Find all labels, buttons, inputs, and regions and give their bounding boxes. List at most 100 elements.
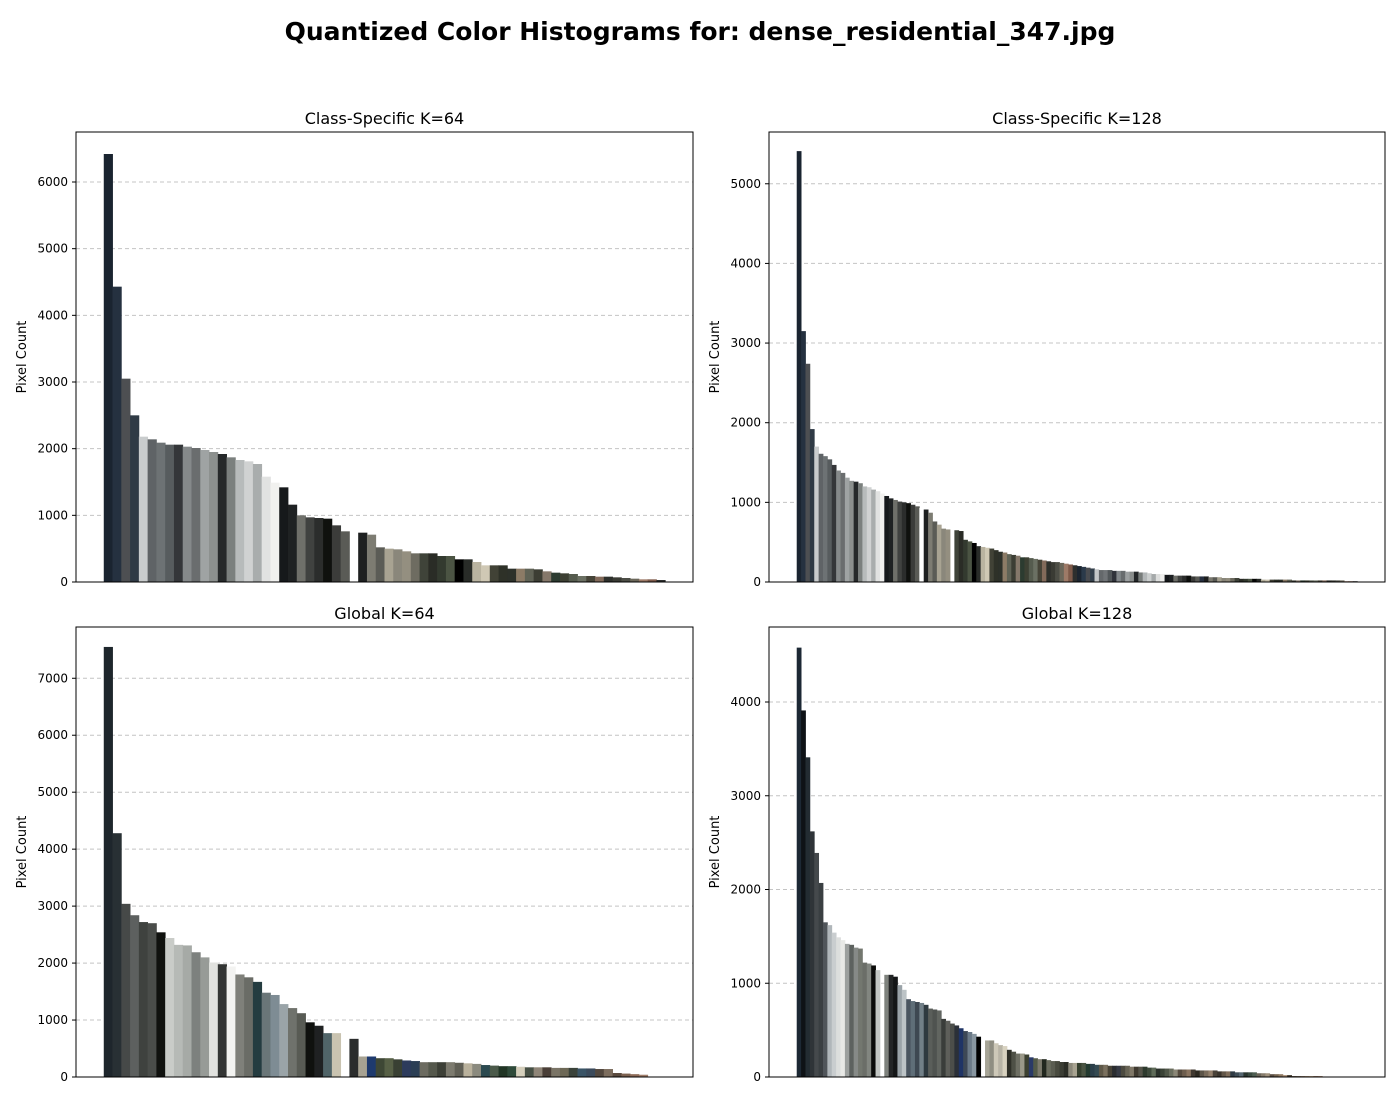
histogram-bar [252, 464, 263, 582]
histogram-bar [844, 943, 850, 1077]
histogram-bar [805, 757, 811, 1077]
histogram-bar [836, 470, 841, 582]
y-tick-label: 3000 [730, 789, 761, 803]
histogram-bar [261, 992, 271, 1077]
histogram-bar [1112, 1065, 1117, 1077]
histogram-bar [1204, 576, 1209, 582]
histogram-bar [1085, 567, 1091, 582]
histogram-bar [1081, 566, 1087, 582]
histogram-bar [1260, 579, 1266, 582]
y-tick-label: 5000 [37, 242, 68, 256]
histogram-bar [809, 831, 815, 1077]
histogram-bar [1208, 577, 1214, 582]
histogram-bar [1243, 1072, 1249, 1077]
histogram-bar [524, 1067, 535, 1077]
histogram-bar [1164, 574, 1170, 582]
histogram-bar [814, 852, 820, 1077]
histogram-bar [498, 1066, 508, 1077]
histogram-bar [1090, 1063, 1095, 1077]
histogram-bar [1173, 1069, 1179, 1077]
histogram-bar [410, 1061, 420, 1077]
histogram-bar [173, 944, 184, 1077]
histogram-bar [998, 1045, 1003, 1077]
axes-frame [768, 626, 1386, 1078]
histogram-bar [818, 882, 824, 1077]
histogram-bar [1011, 1051, 1017, 1077]
y-tick-label: 1000 [730, 495, 761, 509]
histogram-bar [1085, 1063, 1091, 1077]
histogram-bar [1282, 1075, 1288, 1077]
histogram-bar [1028, 558, 1034, 582]
histogram-bar [270, 482, 280, 582]
histogram-bar [1063, 1062, 1069, 1077]
histogram-bar [1155, 1068, 1161, 1077]
histogram-bar [533, 569, 543, 582]
histogram-bar [1221, 578, 1227, 582]
histogram-bar [314, 1025, 324, 1077]
histogram-bar [472, 562, 482, 582]
histogram-bar [621, 578, 631, 582]
panel-global-k128: 0 1000 2000 3000 4000 Global K=128 Pixel Count [708, 604, 1386, 1084]
histogram-bar [568, 1067, 578, 1077]
histogram-bar [559, 1067, 570, 1077]
histogram-bar [603, 1069, 613, 1077]
y-tick-label: 0 [753, 575, 761, 589]
histogram-bar [551, 572, 561, 582]
histogram-bar [630, 578, 640, 582]
histogram-bar [998, 551, 1003, 582]
histogram-bar [1006, 1049, 1012, 1077]
histogram-bar [1322, 580, 1328, 582]
histogram-bar [428, 1062, 438, 1077]
histogram-bar [287, 1008, 298, 1077]
histogram-bar [244, 461, 254, 582]
histogram-bar [366, 534, 377, 582]
histogram-bar [156, 932, 166, 1077]
histogram-bar [945, 1020, 951, 1077]
histogram-bar [428, 553, 438, 582]
histogram-bar [1133, 1066, 1139, 1077]
histogram-bar [1046, 561, 1052, 582]
histogram-bar [936, 524, 942, 582]
histogram-bar [1256, 1073, 1262, 1077]
histogram-bar [897, 985, 903, 1077]
histogram-bar [844, 477, 850, 582]
histogram-bar [1015, 1053, 1021, 1077]
axes-frame [768, 131, 1386, 583]
y-tick-label: 1000 [37, 1013, 68, 1027]
histogram-bar [507, 568, 517, 582]
histogram-bar [173, 444, 184, 582]
histogram-bar [1278, 579, 1284, 582]
histogram-bar [805, 363, 811, 582]
histogram-bar [182, 446, 192, 582]
histogram-bar [976, 546, 982, 582]
histogram-bar [103, 154, 113, 582]
histogram-bar [862, 962, 868, 1077]
histogram-bar [1107, 570, 1113, 582]
histogram-bar [928, 1008, 933, 1077]
histogram-bar [1077, 1062, 1082, 1077]
histogram-bar [217, 964, 227, 1077]
histogram-bar [976, 1036, 982, 1077]
y-tick-label: 6000 [37, 728, 68, 742]
y-tick-label: 3000 [37, 375, 68, 389]
histogram-bar [472, 1063, 482, 1077]
histogram-bar [1138, 1066, 1144, 1077]
histogram-bar [862, 486, 868, 582]
histogram-bar [827, 459, 833, 582]
histogram-bar [989, 1040, 995, 1077]
histogram-bar [454, 559, 464, 582]
histogram-bar [437, 556, 447, 582]
histogram-bar [1050, 562, 1056, 582]
histogram-bar [1326, 580, 1332, 582]
histogram-bar [1125, 1065, 1130, 1077]
histogram-bar [375, 1058, 385, 1077]
histogram-bar [1090, 568, 1095, 582]
histogram-bar [1239, 1072, 1244, 1077]
histogram-bar [217, 454, 227, 582]
y-tick-label: 7000 [37, 671, 68, 685]
histogram-bar [831, 932, 837, 1077]
histogram-bar [796, 151, 802, 582]
histogram-bar [331, 525, 342, 582]
histogram-bar [1098, 1064, 1104, 1077]
histogram-bar [1041, 560, 1047, 582]
